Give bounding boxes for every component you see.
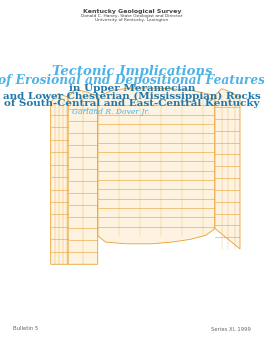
Polygon shape: [51, 93, 68, 264]
Text: University of Kentucky, Lexington: University of Kentucky, Lexington: [95, 18, 169, 23]
Text: of South-Central and East-Central Kentucky: of South-Central and East-Central Kentuc…: [4, 99, 260, 108]
Text: of Erosional and Depositional Features: of Erosional and Depositional Features: [0, 74, 264, 87]
Polygon shape: [98, 88, 215, 244]
Text: Garland R. Dover Jr.: Garland R. Dover Jr.: [72, 108, 150, 116]
Text: Kentucky Geological Survey: Kentucky Geological Survey: [83, 9, 181, 14]
Polygon shape: [215, 89, 240, 249]
Text: in Upper Meramecian: in Upper Meramecian: [69, 84, 195, 93]
Text: Bulletin 5: Bulletin 5: [13, 326, 39, 331]
Polygon shape: [68, 89, 98, 264]
Text: Donald C. Haney, State Geologist and Director: Donald C. Haney, State Geologist and Dir…: [81, 14, 183, 18]
Text: Series XI, 1999: Series XI, 1999: [211, 326, 251, 331]
Text: Tectonic Implications: Tectonic Implications: [52, 65, 212, 78]
Text: and Lower Chesterian (Mississippian) Rocks: and Lower Chesterian (Mississippian) Roc…: [3, 91, 261, 101]
